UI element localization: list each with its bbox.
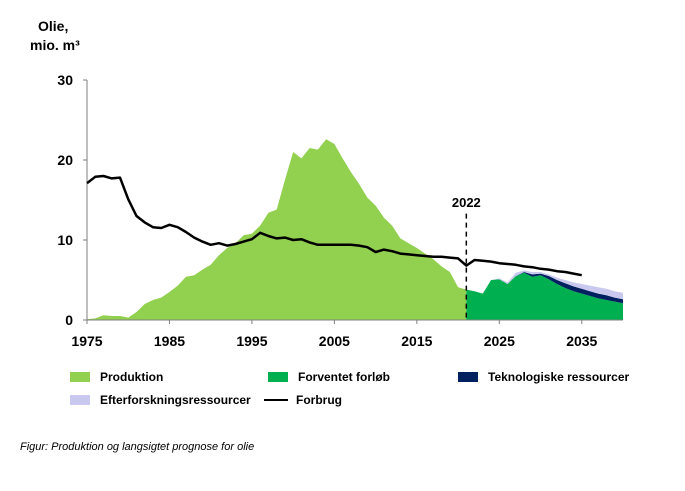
area-produktion <box>87 139 467 320</box>
area-forventet-forloeb <box>466 272 623 320</box>
legend-teknologiske: Teknologiske ressourcer <box>458 370 629 384</box>
y-tick-label: 0 <box>65 312 73 328</box>
y-tick-label: 20 <box>57 152 73 168</box>
annotation-label: 2022 <box>452 195 481 210</box>
legend-forventet: Forventet forløb <box>268 370 390 384</box>
annotation-layer: 2022 <box>452 195 481 320</box>
area-layer <box>87 139 623 320</box>
legend-swatch-forventet <box>268 372 288 382</box>
line-forbrug <box>86 174 583 277</box>
legend-efterforskning: Efterforskningsressourcer <box>70 393 251 407</box>
legend-label-teknologiske: Teknologiske ressourcer <box>488 370 630 384</box>
x-tick-label: 2005 <box>319 333 350 349</box>
oil-chart: 0 10 20 30 1975 1985 1995 2005 2015 2025 2035 2022 <box>57 72 623 349</box>
legend-swatch-efterforskning <box>70 395 90 405</box>
legend-forbrug: Forbrug <box>264 393 342 407</box>
x-tick-label: 2025 <box>484 333 515 349</box>
x-tick-label: 2015 <box>401 333 432 349</box>
y-tick-label: 10 <box>57 232 73 248</box>
legend-swatch-forbrug <box>264 399 288 401</box>
legend-label-forventet: Forventet forløb <box>298 370 390 384</box>
legend-label-produktion: Produktion <box>100 370 164 384</box>
line-layer <box>86 174 583 277</box>
legend-swatch-produktion <box>70 372 90 382</box>
x-tick-label: 1995 <box>236 333 267 349</box>
legend-swatch-teknologiske <box>458 372 478 382</box>
axes-layer: 0 10 20 30 1975 1985 1995 2005 2015 2025 2035 <box>57 72 623 349</box>
x-tick-label: 2035 <box>566 333 597 349</box>
legend-produktion: Produktion <box>70 370 163 384</box>
x-tick-label: 1985 <box>154 333 185 349</box>
y-tick-label: 30 <box>57 72 73 88</box>
figure-caption: Figur: Produktion og langsigtet prognose… <box>20 441 255 453</box>
legend-label-efterforskning: Efterforskningsressourcer <box>100 393 251 407</box>
y-axis-label-line-1: Olie, <box>38 18 69 34</box>
x-tick-label: 1975 <box>71 333 102 349</box>
legend-label-forbrug: Forbrug <box>296 393 342 407</box>
y-axis-label-line-2: mio. m³ <box>30 37 80 53</box>
area-teknologiske-ressourcer <box>466 272 623 304</box>
